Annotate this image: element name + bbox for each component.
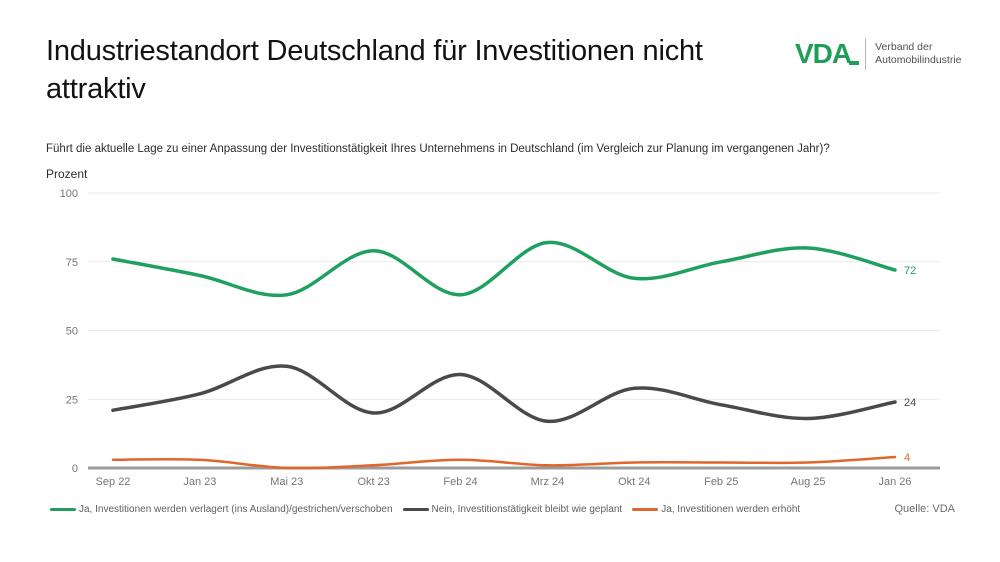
x-tick-label: Sep 22 [96,476,131,488]
y-tick-label: 100 [60,188,78,200]
y-axis-unit-label: Prozent [46,167,88,181]
page-title: Industriestandort Deutschland für Invest… [46,35,703,105]
series-line-1 [111,364,897,424]
series-end-value-label: 4 [904,452,910,464]
series-line-2 [111,455,897,470]
x-tick-label: Mrz 24 [531,476,565,488]
legend-swatch-dark [402,508,429,511]
legend-label: Ja, Investitionen werden verlagert (ins … [79,504,393,515]
y-tick-label: 0 [72,463,78,475]
x-tick-label: Jan 26 [878,476,911,488]
series-end-value-label: 24 [904,397,916,409]
y-tick-label: 25 [66,394,78,406]
x-tick-label: Jan 23 [183,476,216,488]
vda-logo: VDA Verband der Automobilindustrie [795,38,962,70]
x-tick-label: Feb 24 [443,476,477,488]
legend-item-as-planned: Nein, Investitionstätigkeit bleibt wie g… [402,504,623,515]
vda-logo-wordmark: VDA [795,40,860,68]
series-line-0 [111,240,897,298]
legend-label: Nein, Investitionstätigkeit bleibt wie g… [431,504,623,515]
x-tick-label: Okt 24 [618,476,650,488]
legend-swatch-green [50,508,76,511]
x-tick-label: Aug 25 [791,476,826,488]
line-chart: 0 25 50 75 100 Sep 22 Jan 23 Mai 23 Okt 23 Feb 24… [60,188,940,488]
legend-label: Ja, Investitionen werden erhöht [661,504,801,515]
logo-tagline: Verband der Automobilindustrie [875,41,962,66]
legend-swatch-orange [632,508,659,511]
y-tick-label: 50 [66,326,78,338]
logo-divider [865,38,867,70]
x-tick-label: Mai 23 [270,476,303,488]
y-tick-label: 75 [66,257,78,269]
vda-logo-tail [849,61,860,65]
chart-legend: Ja, Investitionen werden verlagert (ins … [50,504,800,515]
legend-item-increased: Ja, Investitionen werden erhöht [632,504,800,515]
legend-item-relocated: Ja, Investitionen werden verlagert (ins … [50,504,393,515]
x-tick-label: Okt 23 [357,476,389,488]
chart-question: Führt die aktuelle Lage zu einer Anpassu… [46,143,830,155]
x-tick-label: Feb 25 [704,476,738,488]
source-note: Quelle: VDA [894,503,955,515]
series-end-value-label: 72 [904,265,916,277]
